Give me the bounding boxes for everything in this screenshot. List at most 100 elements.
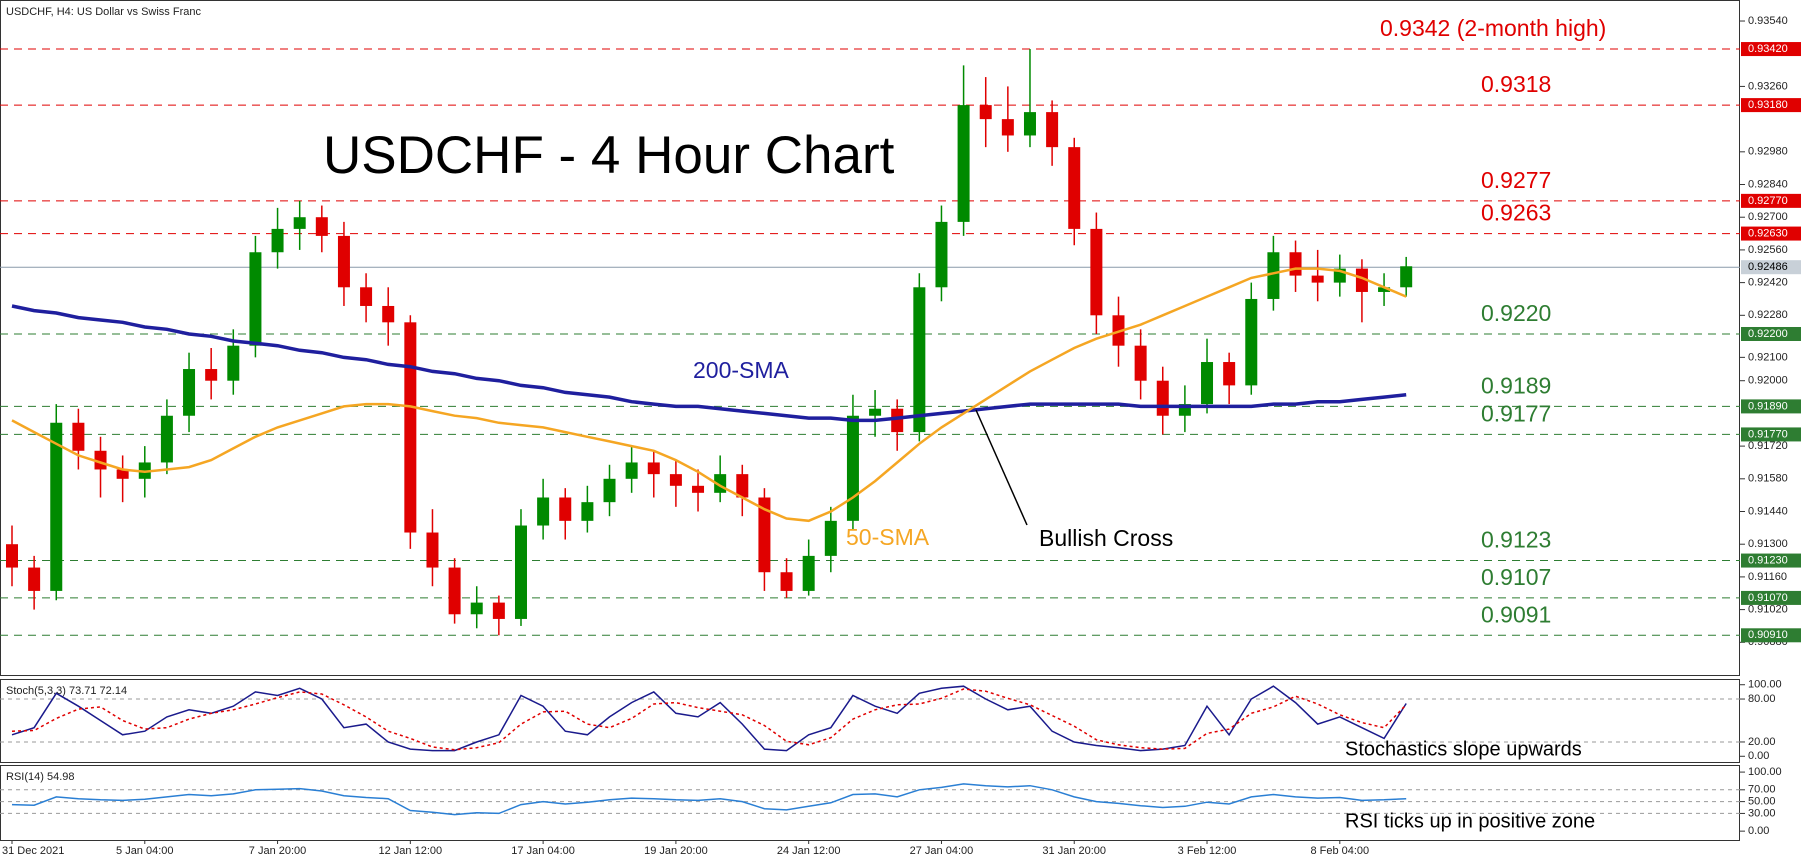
y-tick-label: 0.91300 <box>1748 538 1788 550</box>
x-tick-label: 12 Jan 12:00 <box>379 845 443 857</box>
level-label: 0.9107 <box>1481 564 1551 590</box>
candle-body <box>913 287 926 433</box>
y-tick-label: 0.91160 <box>1748 571 1787 583</box>
level-label: 0.9318 <box>1481 71 1551 97</box>
candle-body <box>869 408 882 416</box>
candle-body <box>116 469 129 479</box>
indicator-line <box>11 783 1407 816</box>
level-tick-label: 0.92630 <box>1748 227 1788 239</box>
panel-header: USDCHF, H4: US Dollar vs Swiss Franc <box>6 6 201 18</box>
x-tick-label: 7 Jan 20:00 <box>249 845 307 857</box>
x-tick-label: 5 Jan 04:00 <box>116 845 174 857</box>
y-tick-label: 0.91020 <box>1748 604 1788 616</box>
candle-body <box>337 235 350 288</box>
candle-body <box>780 572 793 591</box>
panel-header: Stoch(5,3,3) 73.71 72.14 <box>6 685 127 697</box>
y-tick-label: 0.00 <box>1748 750 1769 762</box>
panel-header: RSI(14) 54.98 <box>6 771 74 783</box>
chart-title: USDCHF - 4 Hour Chart <box>323 126 895 185</box>
candle-body <box>1267 252 1280 299</box>
candle-body <box>1023 112 1036 136</box>
level-tick-label: 0.93420 <box>1748 43 1788 55</box>
candle-body <box>935 221 948 288</box>
x-tick-label: 17 Jan 04:00 <box>511 845 575 857</box>
candle-body <box>1400 266 1413 288</box>
candle-body <box>360 287 373 306</box>
level-tick-box <box>1741 98 1801 113</box>
level-label: 0.9263 <box>1481 200 1551 226</box>
candle-body <box>1001 119 1014 136</box>
y-tick-label: 30.00 <box>1748 807 1776 819</box>
candle-body <box>382 305 395 323</box>
level-tick-label: 0.91070 <box>1748 592 1788 604</box>
candle-body <box>293 217 306 229</box>
candle-body <box>1311 275 1324 283</box>
y-tick-label: 0.91440 <box>1748 505 1788 517</box>
level-tick-label: 0.91890 <box>1748 400 1788 412</box>
level-tick-box <box>1741 427 1801 442</box>
candle-body <box>692 485 705 493</box>
y-tick-label: 0.92700 <box>1748 211 1788 223</box>
y-tick-label: 80.00 <box>1748 693 1776 705</box>
level-tick-label: 0.93180 <box>1748 99 1788 111</box>
candle-body <box>470 602 483 615</box>
candle-body <box>979 105 992 120</box>
x-tick-label: 19 Jan 20:00 <box>644 845 708 857</box>
y-tick-label: 100.00 <box>1748 679 1782 691</box>
stoch-panel-frame <box>0 679 1740 763</box>
candle-body <box>28 567 41 591</box>
y-tick-label: 0.92100 <box>1748 351 1788 363</box>
candle-body <box>1178 404 1191 416</box>
candle-body <box>1156 380 1169 416</box>
candle-body <box>492 602 505 619</box>
candle-body <box>249 252 262 346</box>
level-tick-box <box>1741 42 1801 57</box>
candle-body <box>227 345 240 381</box>
candle-body <box>514 525 527 619</box>
candle-body <box>581 502 594 521</box>
level-tick-box <box>1741 326 1801 341</box>
candle-body <box>183 369 196 416</box>
level-tick-box <box>1741 553 1801 568</box>
candle-body <box>72 422 85 451</box>
sma-label: 50-SMA <box>846 524 930 550</box>
y-tick-label: 0.92560 <box>1748 244 1788 256</box>
candle-body <box>758 497 771 573</box>
candle-body <box>1245 298 1258 386</box>
y-tick-label: 0.91580 <box>1748 473 1788 485</box>
sma-label: 200-SMA <box>693 357 790 383</box>
candle-body <box>1090 228 1103 316</box>
level-label: 0.9177 <box>1481 401 1551 427</box>
level-label: 0.9342 (2-month high) <box>1380 15 1606 41</box>
indicator-line <box>11 685 1407 752</box>
candle-body <box>1289 252 1302 276</box>
annotation-arrow <box>975 409 1028 526</box>
y-tick-label: 70.00 <box>1748 784 1776 796</box>
level-tick-box <box>1741 226 1801 241</box>
main-panel-frame <box>0 0 1740 676</box>
candle-body <box>736 474 749 498</box>
x-tick-label: 27 Jan 04:00 <box>910 845 974 857</box>
x-tick-label: 8 Feb 04:00 <box>1310 845 1369 857</box>
x-tick-label: 31 Dec 2021 <box>2 845 64 857</box>
level-tick-label: 0.91770 <box>1748 428 1788 440</box>
y-tick-label: 0.93540 <box>1748 15 1788 27</box>
level-label: 0.9091 <box>1481 601 1551 627</box>
candle-body <box>448 567 461 615</box>
y-tick-label: 20.00 <box>1748 736 1776 748</box>
candle-body <box>537 497 550 526</box>
y-tick-label: 0.92840 <box>1748 178 1788 190</box>
level-tick-box <box>1741 193 1801 208</box>
candle-body <box>802 555 815 591</box>
sma-line <box>11 267 1407 523</box>
level-tick-label: 0.91230 <box>1748 554 1788 566</box>
candle-body <box>160 415 173 463</box>
candle-body <box>94 450 107 470</box>
level-tick-label: 0.90910 <box>1748 629 1788 641</box>
level-label: 0.9277 <box>1481 167 1551 193</box>
last-price-box <box>1741 260 1801 275</box>
y-tick-label: 100.00 <box>1748 766 1782 778</box>
candle-body <box>647 462 660 475</box>
candle-body <box>426 532 439 568</box>
